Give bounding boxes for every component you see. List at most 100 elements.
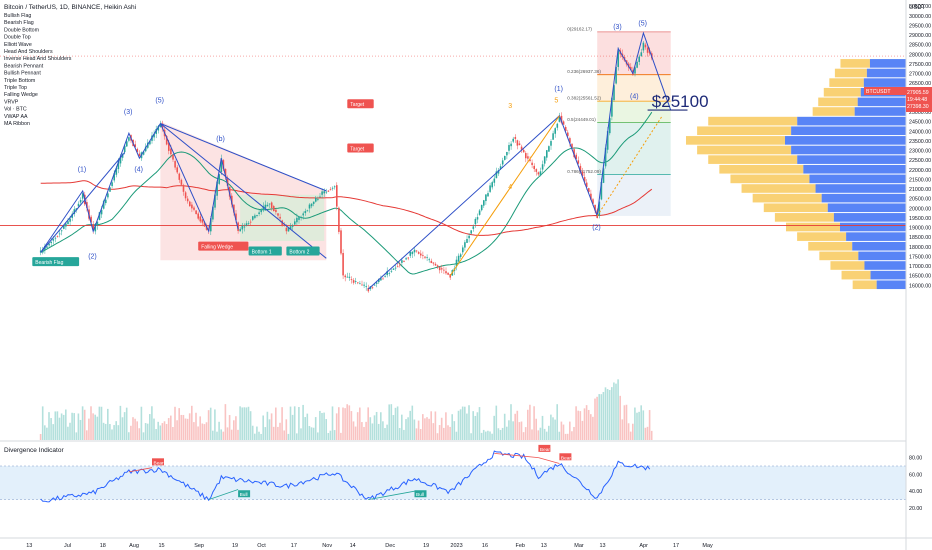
volume-bar	[602, 391, 605, 440]
candle-body	[98, 212, 101, 221]
candle-body	[571, 143, 573, 149]
volume-bar	[310, 427, 313, 440]
osc-tick-label: 20.00	[909, 506, 922, 512]
volume-bar	[79, 419, 82, 440]
candle-body	[485, 194, 487, 202]
candle-body	[189, 201, 191, 207]
volume-bar	[382, 421, 384, 440]
volume-bar	[482, 429, 485, 440]
volume-bar	[640, 405, 642, 440]
indicator-item[interactable]: Vol · BTC	[4, 107, 27, 113]
indicator-item[interactable]: VRVP	[4, 99, 19, 105]
volume-profile-bar	[863, 78, 906, 87]
volume-profile-bar	[797, 116, 906, 126]
indicator-item[interactable]: Inverse Head And Shoulders	[4, 56, 72, 62]
indicator-item[interactable]: Bearish Pennant	[4, 63, 44, 69]
volume-bar	[83, 409, 86, 440]
date-tick-label: Apr	[639, 543, 648, 549]
candle-body	[123, 145, 126, 153]
date-tick-label: 13	[541, 543, 547, 549]
volume-profile-bar	[823, 87, 861, 97]
price-tag-value: 27905.59	[907, 90, 929, 96]
volume-bar	[96, 416, 99, 440]
candle-body	[552, 133, 554, 140]
volume-bar	[564, 433, 567, 440]
divergence-label: Bear	[540, 447, 551, 453]
indicator-item[interactable]: Head And Shoulders	[4, 49, 53, 55]
candle-body	[237, 222, 239, 232]
volume-bar	[327, 433, 330, 440]
candle-body	[94, 223, 97, 232]
volume-bar	[191, 405, 193, 440]
volume-profile-bar	[791, 126, 906, 136]
indicator-item[interactable]: Bullish Pennant	[4, 71, 41, 77]
volume-bar	[71, 412, 73, 440]
indicator-item[interactable]: Bearish Flag	[4, 20, 34, 26]
volume-bar	[107, 408, 109, 440]
candle-body	[428, 259, 430, 261]
symbol-title[interactable]: Bitcoin / TetherUS, 1D, BINANCE, Heikin …	[4, 4, 136, 11]
indicator-item[interactable]: VWAP AA	[4, 114, 28, 120]
volume-bar	[411, 405, 414, 440]
candle-body	[392, 268, 395, 270]
indicator-item[interactable]: Triple Bottom	[4, 78, 36, 84]
wave-label: (1)	[554, 86, 563, 93]
candle-body	[256, 215, 258, 216]
volume-bar	[281, 407, 283, 440]
candle-body	[304, 211, 307, 214]
volume-bar	[293, 406, 296, 440]
price-tick-label: 22000.00	[909, 168, 931, 174]
candle-body	[430, 260, 433, 264]
volume-bar	[367, 407, 369, 440]
indicator-item[interactable]: Bullish Flag	[4, 13, 31, 19]
volume-bar	[365, 421, 367, 440]
candle-body	[243, 226, 246, 228]
volume-bar	[241, 407, 243, 440]
candle-body	[329, 189, 332, 191]
volume-bar	[167, 418, 170, 440]
candle-body	[634, 67, 636, 74]
candle-body	[287, 227, 290, 232]
indicator-item[interactable]: MA Ribbon	[4, 121, 30, 127]
candle-body	[113, 173, 115, 181]
candle-body	[111, 182, 113, 187]
indicator-item[interactable]: Falling Wedge	[4, 92, 38, 98]
candle-body	[588, 188, 590, 192]
candle-body	[79, 199, 82, 203]
candle-body	[71, 213, 73, 218]
candle-body	[533, 165, 535, 170]
volume-bar	[321, 412, 323, 440]
volume-bar	[157, 421, 159, 440]
volume-bar	[188, 413, 191, 440]
candle-body	[315, 197, 317, 202]
indicator-item[interactable]: Elliott Wave	[4, 42, 32, 48]
candle-body	[119, 156, 122, 164]
candle-body	[323, 191, 325, 194]
candle-body	[554, 128, 556, 134]
volume-bar	[283, 430, 285, 440]
volume-bar	[165, 424, 168, 440]
date-tick-label: 2023	[450, 543, 462, 549]
volume-bar	[480, 432, 483, 440]
indicator-item[interactable]: Double Bottom	[4, 27, 40, 33]
indicator-item[interactable]: Triple Top	[4, 85, 27, 91]
divergence-title[interactable]: Divergence Indicator	[4, 447, 64, 454]
volume-bar	[537, 430, 540, 440]
indicator-item[interactable]: Double Top	[4, 35, 31, 41]
volume-bar	[478, 407, 481, 440]
volume-bar	[432, 423, 435, 440]
candle-body	[543, 156, 546, 164]
candle-body	[296, 217, 298, 223]
candle-body	[144, 146, 147, 152]
candle-body	[401, 260, 403, 263]
price-tag-countdown: 19:44:48	[907, 97, 927, 103]
volume-profile-bar	[719, 164, 804, 174]
volume-bar	[94, 414, 96, 440]
wave-label: (1)	[78, 167, 87, 174]
volume-bar	[58, 417, 61, 440]
wave-label: (4)	[630, 94, 639, 101]
flag-upper-line	[40, 152, 126, 253]
volume-bar	[552, 417, 554, 440]
candle-body	[338, 207, 340, 232]
